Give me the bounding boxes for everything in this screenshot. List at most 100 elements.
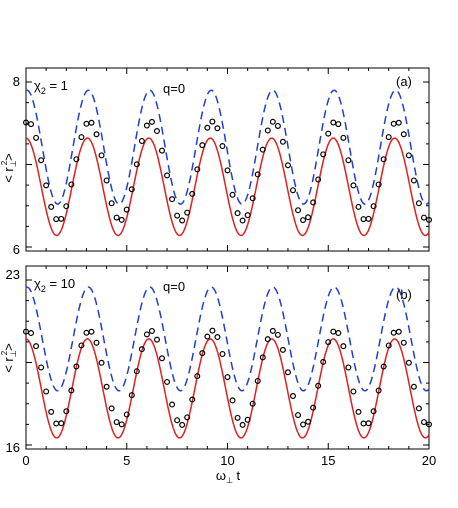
- panel-b-tag: (b): [396, 287, 412, 302]
- data-point: [295, 412, 302, 419]
- data-point: [289, 393, 296, 400]
- data-point: [68, 387, 75, 394]
- data-point: [23, 119, 30, 126]
- panel-b-param-label: χ2 = 10: [34, 276, 75, 294]
- panel-b-ytick-bottom: 16: [6, 440, 20, 455]
- data-point: [365, 215, 372, 222]
- data-point: [244, 212, 251, 219]
- data-point: [375, 181, 382, 188]
- data-point: [284, 162, 291, 169]
- data-point: [189, 190, 196, 197]
- data-point: [194, 373, 201, 380]
- data-point: [310, 404, 317, 411]
- panel-b-xtick-labels: 0 5 10 15 20: [22, 453, 436, 468]
- data-point: [289, 187, 296, 194]
- data-point: [365, 420, 372, 427]
- data-point: [169, 196, 176, 203]
- data-point: [415, 200, 422, 207]
- data-point: [184, 414, 191, 421]
- data-point: [58, 420, 65, 427]
- data-point: [179, 217, 186, 224]
- data-point: [380, 363, 387, 370]
- data-point: [28, 330, 35, 337]
- data-point: [118, 216, 125, 223]
- data-point: [320, 151, 327, 158]
- data-point: [133, 368, 140, 375]
- data-point: [148, 327, 155, 334]
- data-point: [199, 350, 206, 357]
- panel-a-frame: [25, 67, 430, 252]
- data-point: [360, 420, 367, 427]
- data-point: [123, 206, 130, 213]
- data-point: [174, 417, 181, 424]
- data-point: [83, 120, 90, 127]
- data-point: [113, 419, 120, 426]
- data-point: [38, 364, 45, 371]
- data-point: [103, 177, 110, 184]
- data-point: [410, 383, 417, 390]
- data-point: [355, 203, 362, 210]
- data-point: [43, 388, 50, 395]
- data-point: [305, 418, 312, 425]
- data-point: [395, 119, 402, 126]
- data-point: [254, 171, 261, 178]
- data-point: [143, 331, 150, 338]
- data-point: [23, 328, 30, 335]
- data-point: [113, 214, 120, 221]
- data-point: [239, 421, 246, 428]
- data-point: [400, 131, 407, 138]
- data-point: [400, 339, 407, 346]
- data-point: [284, 369, 291, 376]
- data-point: [315, 176, 322, 183]
- data-point: [48, 408, 55, 415]
- data-point: [375, 387, 382, 394]
- data-point: [108, 200, 115, 207]
- data-point: [315, 382, 322, 389]
- panel-b-plot-area: [23, 286, 433, 439]
- data-point: [194, 166, 201, 173]
- panel-a: χ2 = 1 q=0 (a) 8 6 < r⊥2>: [0, 67, 433, 257]
- data-point: [189, 396, 196, 403]
- panel-b-frame: [25, 265, 430, 450]
- panel-b-series-dashed-line: [25, 286, 430, 392]
- data-point: [420, 214, 427, 221]
- data-point: [405, 359, 412, 366]
- data-point: [345, 364, 352, 371]
- x-tick-label: 0: [22, 453, 29, 468]
- data-point: [93, 339, 100, 346]
- data-point: [370, 408, 377, 415]
- data-point: [133, 161, 140, 168]
- data-point: [229, 397, 236, 404]
- data-point: [239, 217, 246, 224]
- data-point: [305, 214, 312, 221]
- data-point: [204, 333, 211, 340]
- data-point: [184, 209, 191, 216]
- data-point: [300, 217, 307, 224]
- data-point: [320, 358, 327, 365]
- data-point: [174, 212, 181, 219]
- data-point: [219, 143, 226, 150]
- data-point: [48, 203, 55, 210]
- data-point: [138, 346, 145, 353]
- panel-a-ylabel: < r⊥2>: [0, 153, 18, 183]
- data-point: [118, 421, 125, 428]
- data-point: [199, 142, 206, 149]
- data-point: [385, 134, 392, 141]
- panel-b-series-markers: [23, 327, 433, 428]
- data-point: [98, 359, 105, 366]
- data-point: [214, 125, 221, 132]
- panel-b-ytick-top: 23: [6, 267, 20, 282]
- panel-b-ticks: [25, 266, 430, 449]
- x-axis-title: ω⊥ t: [216, 468, 241, 485]
- data-point: [229, 191, 236, 198]
- panel-a-plot-area: [23, 89, 433, 237]
- data-point: [426, 216, 433, 223]
- data-point: [279, 138, 286, 145]
- data-point: [249, 400, 256, 407]
- data-point: [249, 195, 256, 202]
- data-point: [63, 203, 70, 210]
- x-tick-label: 5: [123, 453, 130, 468]
- data-point: [340, 343, 347, 350]
- data-point: [159, 355, 166, 362]
- data-point: [395, 328, 402, 335]
